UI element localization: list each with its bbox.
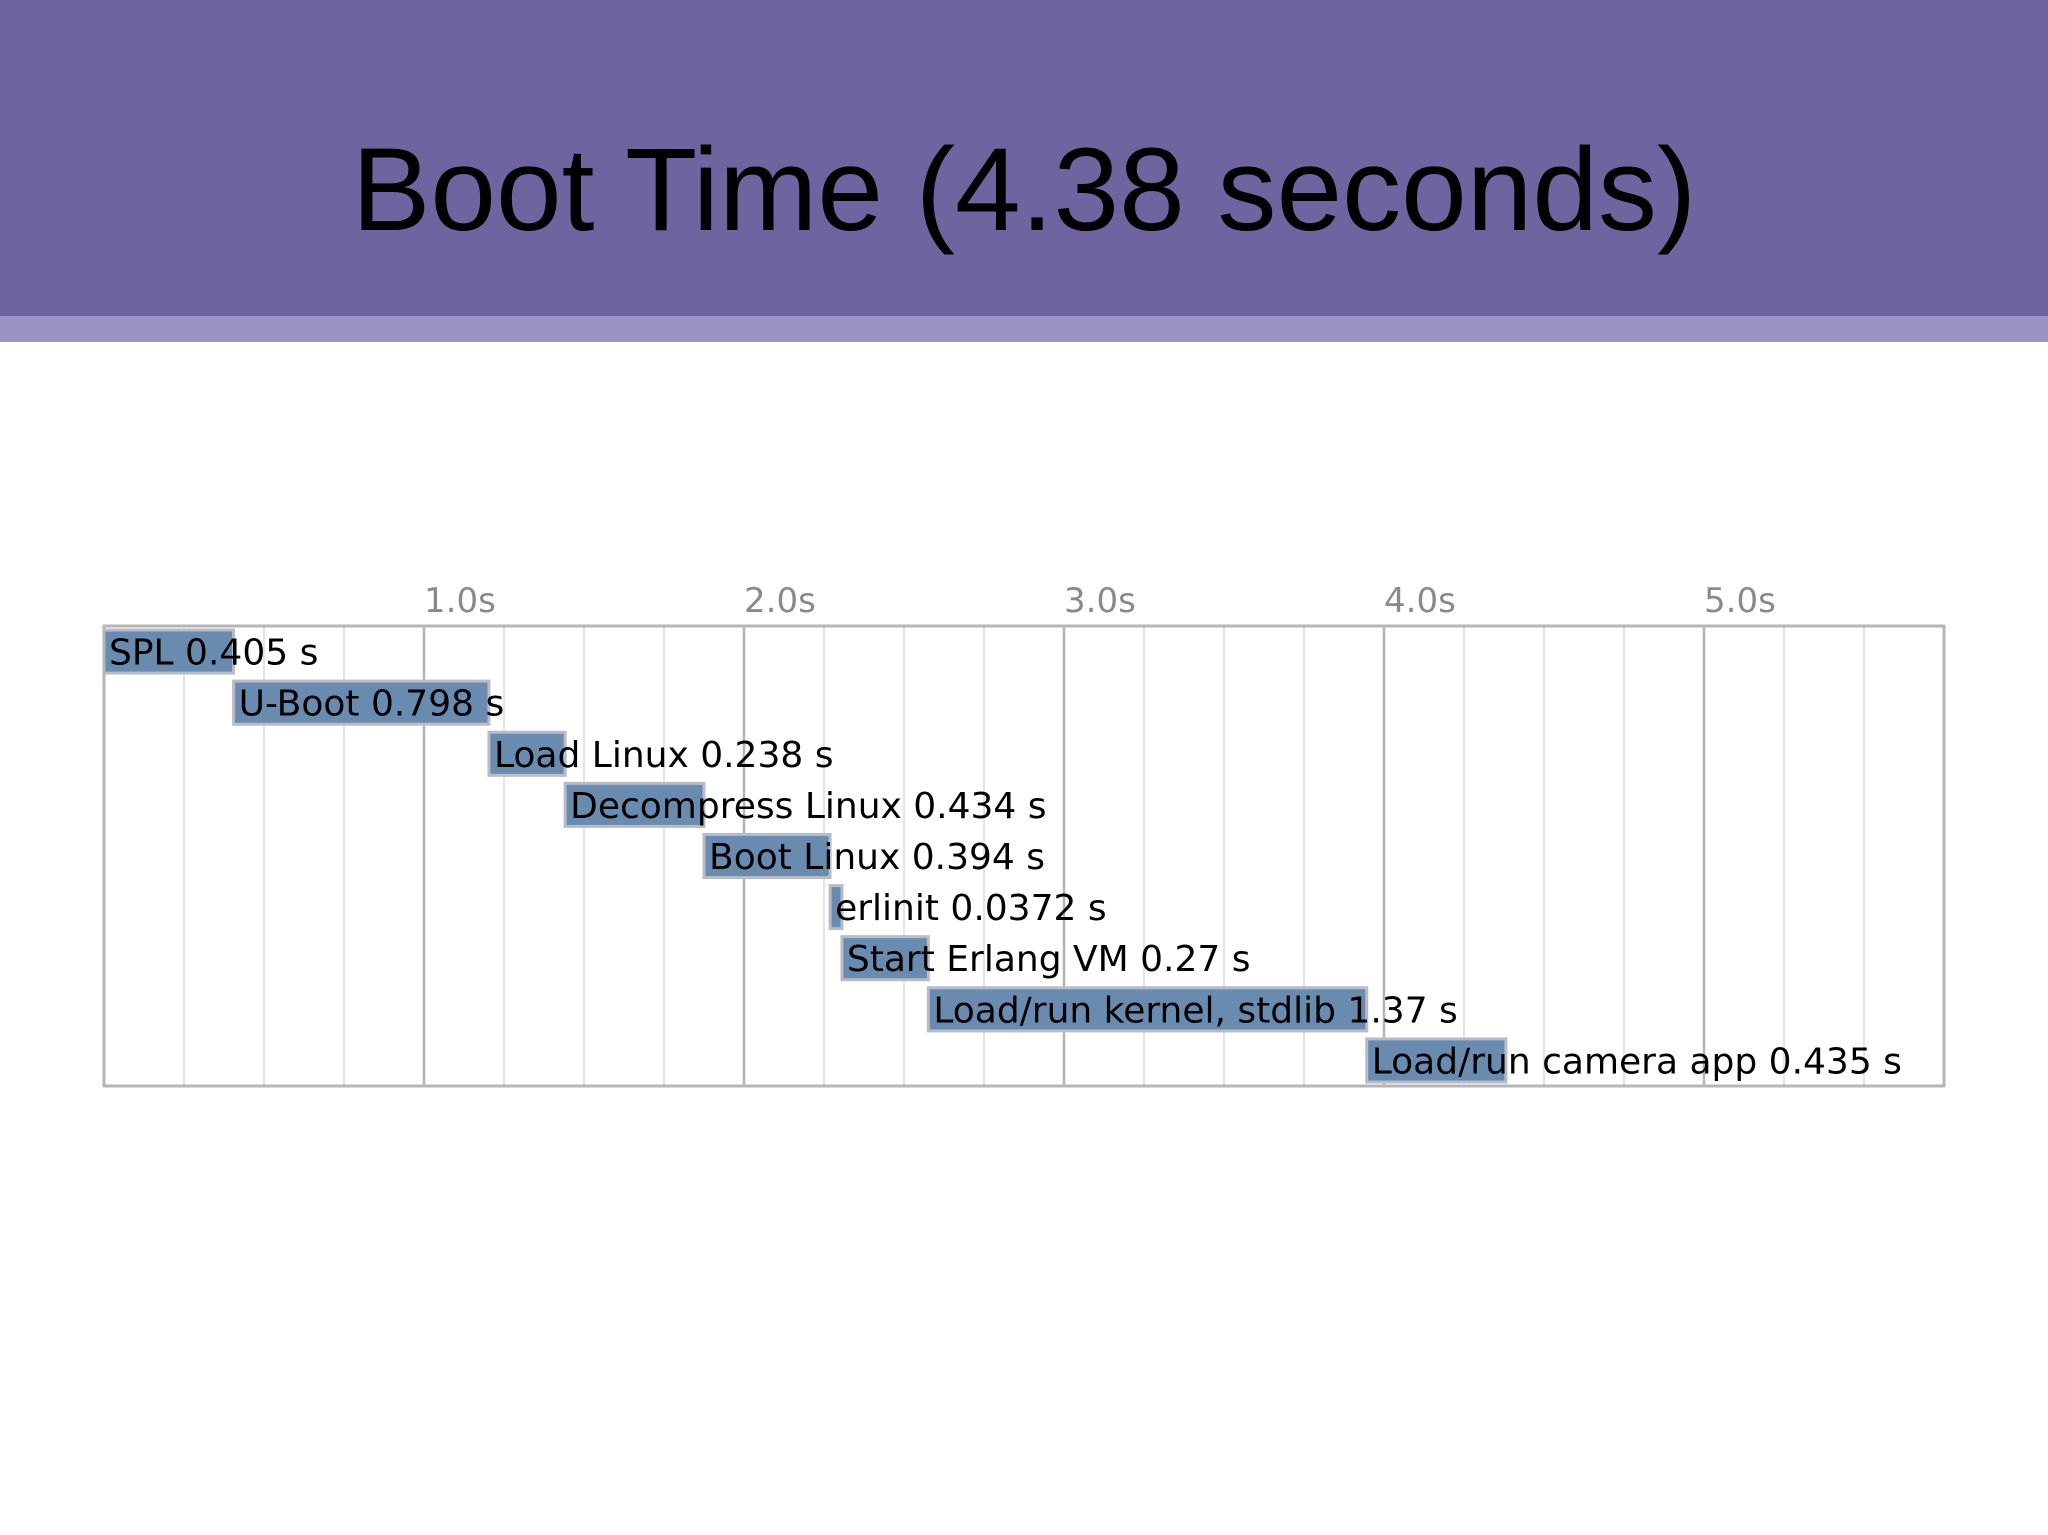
x-tick-label: 3.0s [1064, 581, 1136, 621]
task-bar [102, 628, 236, 675]
task-bar [702, 832, 832, 880]
task-bar [828, 884, 844, 931]
task-bar [926, 986, 1369, 1033]
task-label: Load/run kernel, stdlib 1.37 s [933, 990, 1457, 1031]
x-tick-label: 5.0s [1704, 581, 1776, 621]
x-axis-ticks: 1.0s 2.0s 3.0s 4.0s 5.0s [424, 581, 1776, 621]
task-label: Start Erlang VM 0.27 s [847, 939, 1251, 980]
task-bar [487, 730, 567, 777]
task-bar [1365, 1037, 1508, 1084]
plot-frame [102, 624, 1946, 1088]
task-bar [563, 781, 706, 828]
task-label: erlinit 0.0372 s [835, 888, 1107, 929]
task-label: U-Boot 0.798 s [239, 684, 505, 725]
x-tick-label: 1.0s [424, 581, 496, 621]
task-bar [840, 935, 930, 982]
task-label: Load/run camera app 0.435 s [1372, 1041, 1902, 1082]
task-label: SPL 0.405 s [109, 633, 318, 674]
title-bar-stripe [0, 316, 2048, 342]
x-tick-label: 4.0s [1384, 581, 1456, 621]
task-label: Boot Linux 0.394 s [709, 837, 1045, 878]
title-bar [0, 0, 2048, 316]
task-bar [232, 679, 491, 726]
task-label: Decompress Linux 0.434 s [570, 786, 1046, 827]
task-label: Load Linux 0.238 s [494, 735, 834, 776]
task-bars [102, 628, 1508, 1084]
slide-title: Boot Time (4.38 seconds) [351, 124, 1697, 256]
task-labels: SPL 0.405 s U-Boot 0.798 s Load Linux 0.23… [109, 633, 1902, 1083]
x-tick-label: 2.0s [744, 581, 816, 621]
